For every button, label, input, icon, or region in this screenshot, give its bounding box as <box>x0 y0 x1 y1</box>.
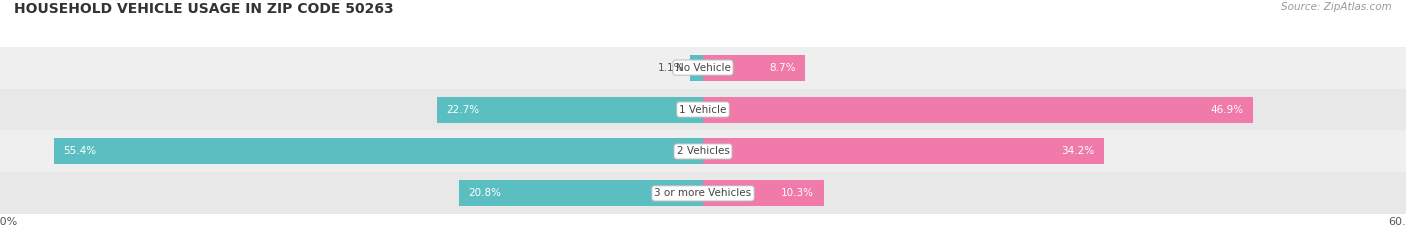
Text: No Vehicle: No Vehicle <box>675 63 731 72</box>
Bar <box>690 55 703 81</box>
Text: 34.2%: 34.2% <box>1062 147 1094 156</box>
Bar <box>0 47 1406 89</box>
Text: HOUSEHOLD VEHICLE USAGE IN ZIP CODE 50263: HOUSEHOLD VEHICLE USAGE IN ZIP CODE 5026… <box>14 2 394 16</box>
Text: 20.8%: 20.8% <box>468 188 502 198</box>
Bar <box>0 89 1406 130</box>
Text: 1.1%: 1.1% <box>658 63 685 72</box>
Bar <box>53 138 703 164</box>
Text: 2 Vehicles: 2 Vehicles <box>676 147 730 156</box>
Text: 22.7%: 22.7% <box>447 105 479 114</box>
Text: Source: ZipAtlas.com: Source: ZipAtlas.com <box>1281 2 1392 12</box>
Text: 46.9%: 46.9% <box>1211 105 1243 114</box>
Text: 8.7%: 8.7% <box>769 63 796 72</box>
Bar <box>703 55 804 81</box>
Text: 10.3%: 10.3% <box>782 188 814 198</box>
Bar <box>703 180 824 206</box>
Text: 55.4%: 55.4% <box>63 147 97 156</box>
Text: 1 Vehicle: 1 Vehicle <box>679 105 727 114</box>
Bar <box>460 180 703 206</box>
Bar <box>0 130 1406 172</box>
Text: 3 or more Vehicles: 3 or more Vehicles <box>654 188 752 198</box>
Bar <box>703 138 1104 164</box>
Bar <box>0 172 1406 214</box>
Bar <box>703 96 1253 123</box>
Bar <box>437 96 703 123</box>
